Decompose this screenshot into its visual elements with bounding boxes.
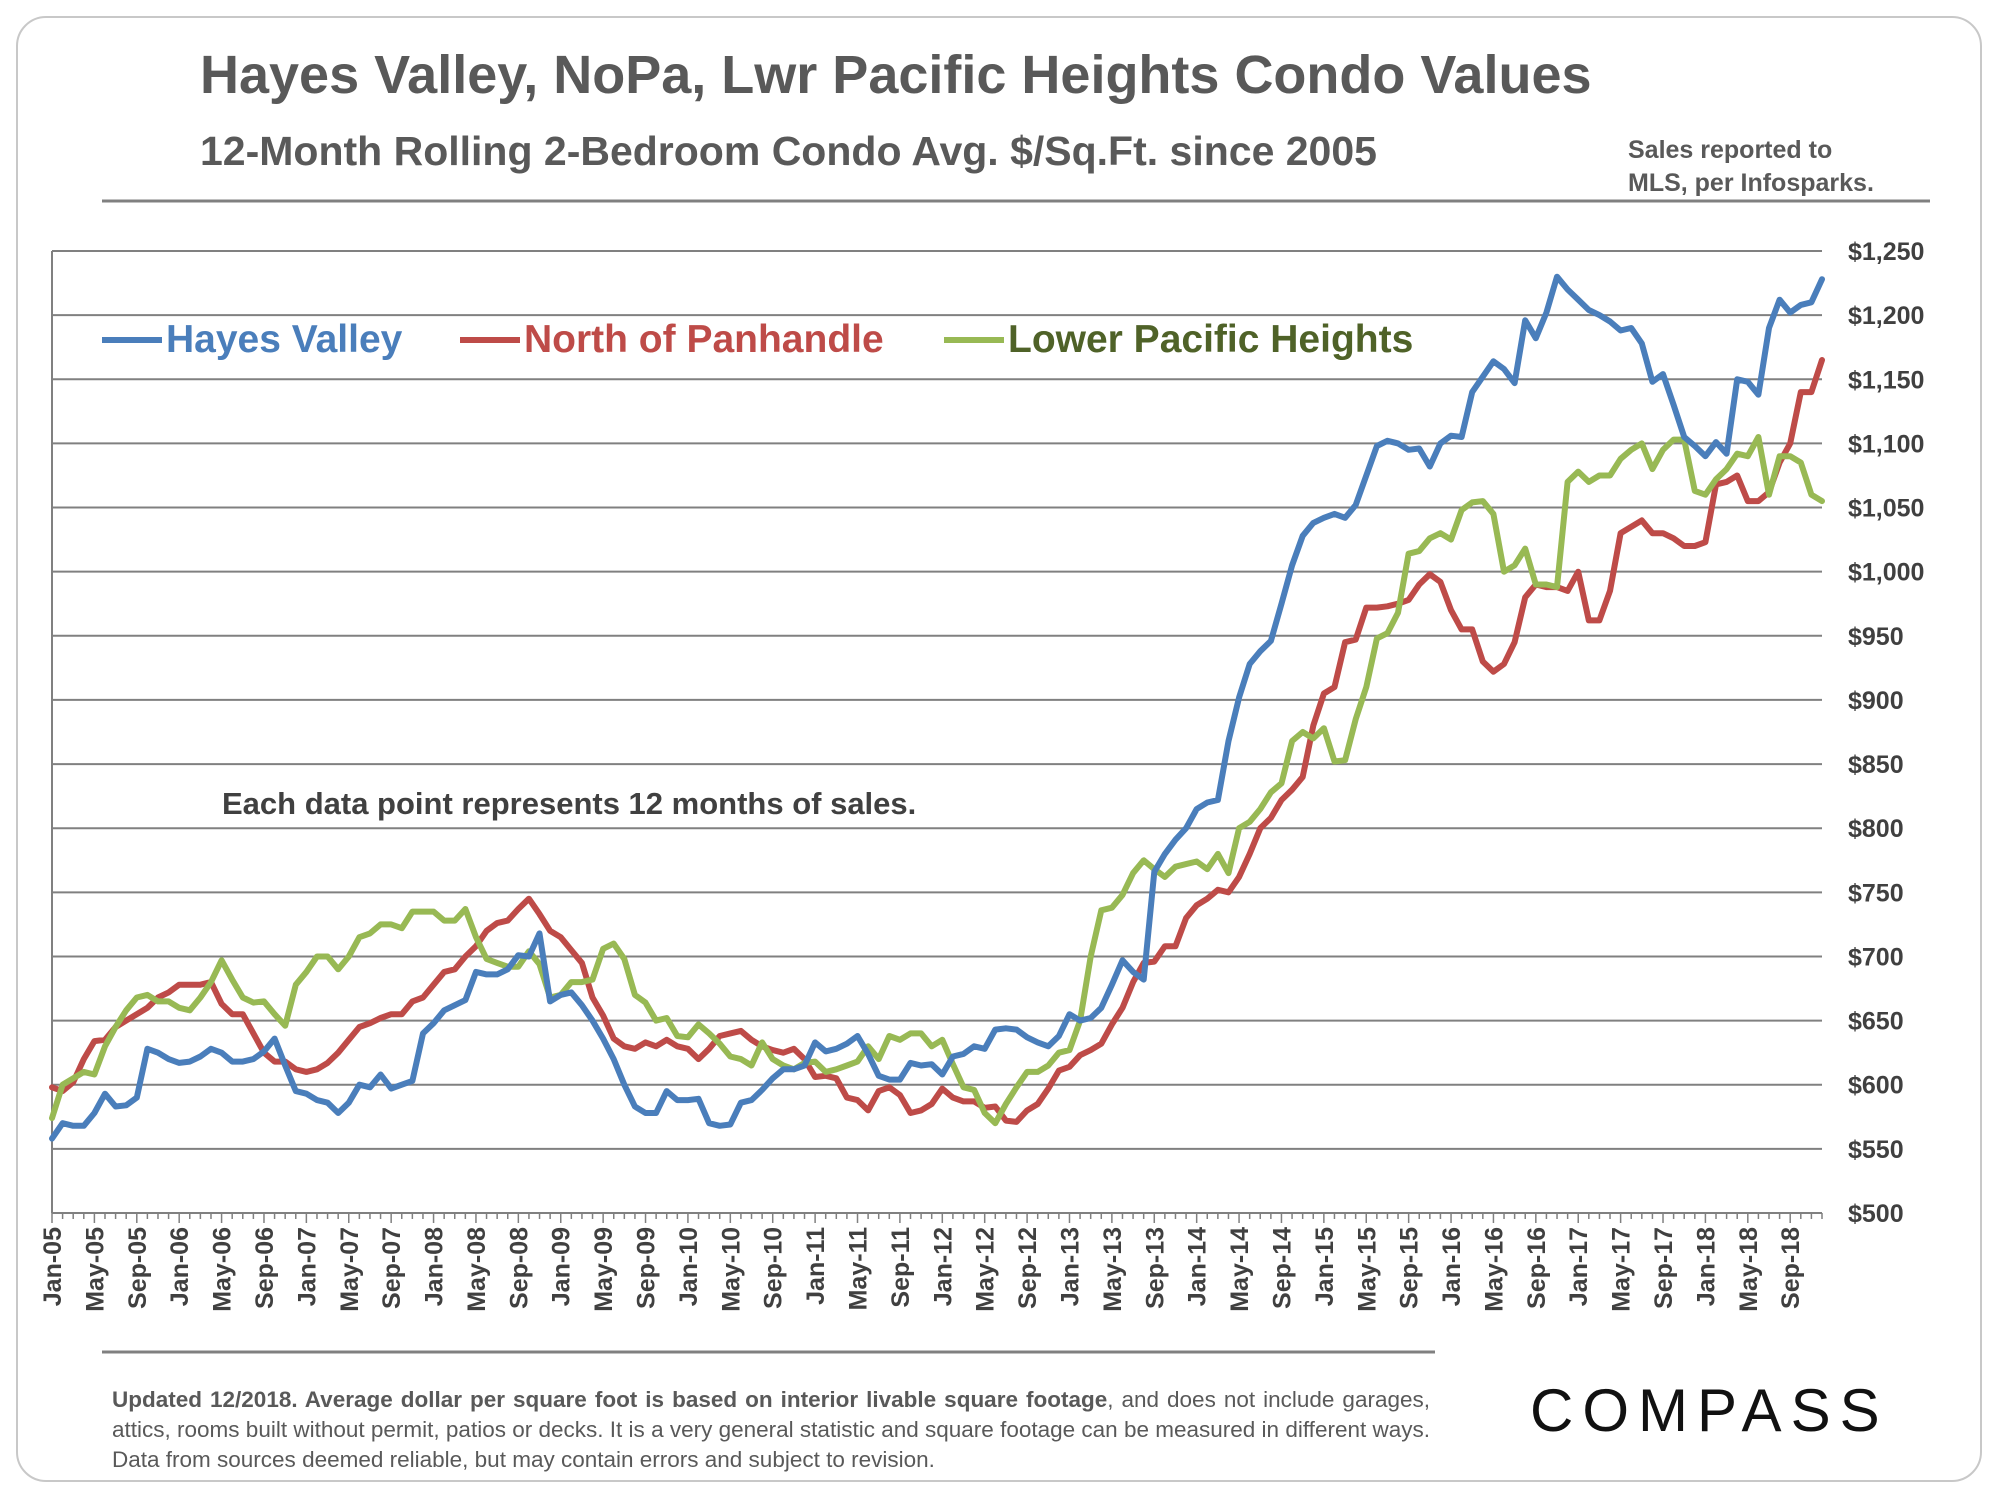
legend-label-lower-pacific-heights: Lower Pacific Heights [1008, 318, 1414, 361]
x-tick-label: Sep-05 [124, 1227, 152, 1309]
x-tick-label: May-15 [1353, 1227, 1381, 1312]
x-tick-label: Jan-05 [39, 1227, 67, 1306]
y-tick-label: $500 [1848, 1200, 1904, 1228]
legend-swatch-hayes-valley [102, 337, 162, 343]
x-tick-label: Sep-12 [1014, 1227, 1042, 1309]
chart-title: Hayes Valley, NoPa, Lwr Pacific Heights … [200, 45, 1592, 105]
x-tick-label: Jan-07 [293, 1227, 321, 1306]
legend-item-lower-pacific-heights: Lower Pacific Heights [944, 318, 1413, 362]
legend-label-north-of-panhandle: North of Panhandle [524, 318, 884, 361]
chart-frame [16, 16, 1982, 1482]
y-tick-label: $900 [1848, 687, 1904, 715]
x-tick-label: Jan-15 [1311, 1227, 1339, 1306]
y-tick-label: $800 [1848, 815, 1904, 843]
x-tick-label: Sep-11 [887, 1227, 915, 1308]
x-tick-label: Jan-14 [1184, 1227, 1212, 1306]
source-note-line-1: Sales reported to [1628, 136, 1833, 164]
x-tick-label: Jan-11 [802, 1227, 830, 1305]
x-tick-label: May-06 [209, 1227, 237, 1312]
axes: $500 $550 $600 $650 $700 $750 $800 $850 $900 $950… [39, 238, 1924, 1312]
x-tick-label: May-07 [336, 1227, 364, 1312]
legend-item-hayes-valley: Hayes Valley [102, 318, 402, 362]
legend-item-north-of-panhandle: North of Panhandle [460, 318, 884, 362]
series-line-hayes [49, 273, 1825, 1142]
compass-logo: COMPASS [1530, 1377, 1889, 1444]
y-tick-label: $850 [1848, 751, 1904, 779]
legend-label-hayes-valley: Hayes Valley [166, 318, 403, 361]
y-tick-label: $950 [1848, 623, 1904, 651]
footnote: Updated 12/2018. Average dollar per squa… [112, 1385, 1430, 1475]
x-tick-label: Sep-14 [1268, 1227, 1296, 1309]
chart-subtitle: 12-Month Rolling 2-Bedroom Condo Avg. $/… [200, 128, 1377, 174]
x-tick-label: Jan-18 [1692, 1227, 1720, 1306]
x-tick-label: May-14 [1226, 1227, 1254, 1312]
y-tick-label: $1,100 [1848, 430, 1924, 458]
x-tick-label: Jan-17 [1565, 1227, 1593, 1306]
footnote-rest: , and does not include garages, attics, … [112, 1387, 1430, 1472]
x-tick-label: May-12 [972, 1227, 1000, 1312]
x-tick-label: May-18 [1735, 1227, 1763, 1312]
series-line-lph [49, 434, 1825, 1127]
x-tick-label: May-10 [717, 1227, 745, 1312]
x-tick-label: May-09 [590, 1227, 618, 1312]
chart-annotation: Each data point represents 12 months of … [222, 786, 917, 821]
x-tick-label: Sep-18 [1777, 1227, 1805, 1309]
y-tick-label: $1,200 [1848, 302, 1924, 330]
x-tick-label: Sep-17 [1650, 1227, 1678, 1309]
source-note-line-2: MLS, per Infosparks. [1628, 169, 1874, 197]
y-tick-label: $1,050 [1848, 495, 1924, 523]
x-tick-label: Jan-06 [166, 1227, 194, 1306]
y-tick-label: $600 [1848, 1072, 1904, 1100]
x-tick-label: Sep-13 [1141, 1227, 1169, 1309]
footnote-bold: Updated 12/2018. Average dollar per squa… [112, 1387, 1108, 1412]
series-lines [49, 273, 1825, 1142]
gridlines [52, 250, 1822, 1214]
y-tick-label: $550 [1848, 1136, 1904, 1164]
y-tick-label: $1,150 [1848, 366, 1924, 394]
legend-swatch-lower-pacific-heights [944, 337, 1004, 343]
x-tick-label: Jan-12 [929, 1227, 957, 1306]
x-tick-label: May-16 [1480, 1227, 1508, 1312]
x-tick-label: May-08 [463, 1227, 491, 1312]
x-tick-label: Sep-07 [378, 1227, 406, 1309]
x-tick-label: May-17 [1608, 1227, 1636, 1312]
x-tick-label: Sep-06 [251, 1227, 279, 1309]
y-tick-label: $650 [1848, 1008, 1904, 1036]
legend-swatch-north-of-panhandle [460, 337, 520, 343]
x-tick-label: May-11 [845, 1227, 873, 1310]
x-tick-label: Jan-16 [1438, 1227, 1466, 1306]
x-tick-label: Jan-13 [1056, 1227, 1084, 1306]
x-tick-label: May-05 [81, 1227, 109, 1312]
source-note: Sales reported to MLS, per Infosparks. [1628, 134, 1874, 200]
x-tick-label: Sep-16 [1523, 1227, 1551, 1309]
x-tick-label: Sep-10 [760, 1227, 788, 1309]
x-tick-label: Sep-08 [505, 1227, 533, 1309]
x-tick-label: Sep-09 [633, 1227, 661, 1309]
x-tick-label: May-13 [1099, 1227, 1127, 1312]
x-tick-label: Sep-15 [1396, 1227, 1424, 1309]
y-tick-label: $700 [1848, 943, 1904, 971]
y-tick-label: $750 [1848, 879, 1904, 907]
x-tick-label: Jan-08 [421, 1227, 449, 1306]
series-line-nopa [49, 357, 1825, 1125]
x-tick-label: Jan-09 [548, 1227, 576, 1306]
y-tick-label: $1,000 [1848, 559, 1924, 587]
x-tick-label: Jan-10 [675, 1227, 703, 1306]
y-tick-label: $1,250 [1848, 238, 1924, 266]
